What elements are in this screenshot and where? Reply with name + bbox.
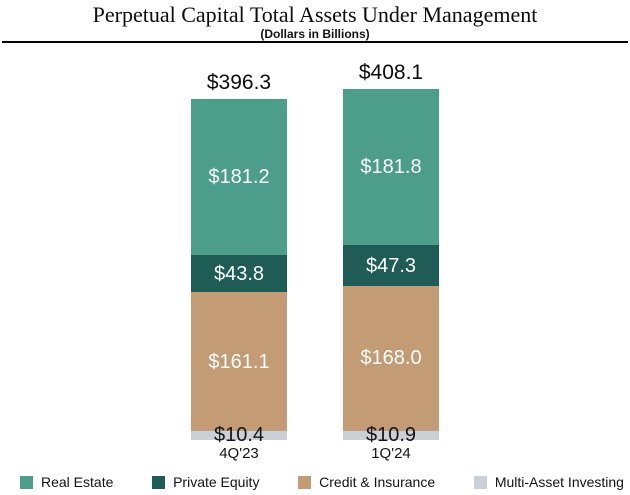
legend-item-multi-asset-investing: Multi-Asset Investing <box>473 474 624 490</box>
legend-item-credit-insurance: Credit & Insurance <box>298 474 435 490</box>
segment-value-label: $181.8 <box>360 156 422 179</box>
bar-total-label: $396.3 <box>206 71 272 94</box>
chart-title: Perpetual Capital Total Assets Under Man… <box>92 2 538 27</box>
bar-column-4q-23: $181.2 $43.8 $161.1 $10.4 <box>191 99 287 446</box>
bar-segment-real-estate: $181.2 <box>191 99 287 255</box>
legend-swatch-private-equity <box>152 475 166 489</box>
bar-segment-real-estate: $181.8 <box>343 89 439 246</box>
x-axis-label-1q-24: 1Q'24 <box>371 445 411 462</box>
legend-label: Real Estate <box>41 474 114 490</box>
segment-value-label: $10.4 <box>213 424 265 447</box>
bar-segment-credit-insurance: $161.1 <box>191 292 287 432</box>
legend-label: Private Equity <box>173 474 260 490</box>
legend-swatch-credit-insurance <box>298 475 312 489</box>
legend-item-real-estate: Real Estate <box>20 474 113 490</box>
segment-value-label: $161.1 <box>208 350 270 373</box>
bar-segment-multi-asset-investing: $10.9 <box>343 424 439 446</box>
header-divider <box>2 41 628 43</box>
chart-subtitle: (Dollars in Billions) <box>260 27 370 41</box>
bar-segment-private-equity: $47.3 <box>343 245 439 287</box>
bar-segment-credit-insurance: $168.0 <box>343 286 439 431</box>
legend-item-private-equity: Private Equity <box>152 474 259 490</box>
legend-label: Multi-Asset Investing <box>494 474 624 490</box>
segment-value-label: $47.3 <box>365 254 417 277</box>
bar-segment-private-equity: $43.8 <box>191 254 287 293</box>
legend-label: Credit & Insurance <box>319 474 436 490</box>
bar-total-label: $408.1 <box>358 61 424 85</box>
legend-swatch-multi-asset-investing <box>473 475 487 489</box>
segment-value-label: $168.0 <box>360 347 422 370</box>
legend-swatch-real-estate <box>20 475 33 489</box>
segment-value-label: $181.2 <box>208 165 270 188</box>
x-axis-label-4q-23: 4Q'23 <box>219 445 259 462</box>
bar-segment-multi-asset-investing: $10.4 <box>191 424 287 446</box>
segment-value-label: $43.8 <box>213 262 265 285</box>
bar-column-1q-24: $181.8 $47.3 $168.0 $10.9 <box>343 89 439 446</box>
legend: Real Estate Private Equity Credit & Insura… <box>20 471 624 493</box>
segment-value-label: $10.9 <box>365 424 417 447</box>
